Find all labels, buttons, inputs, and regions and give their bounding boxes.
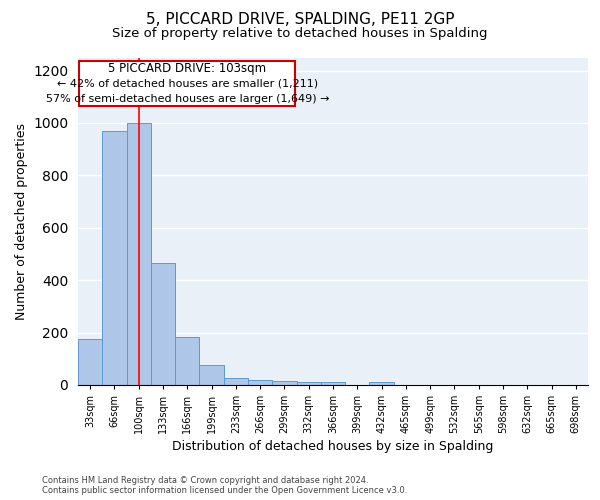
- Bar: [224, 378, 248, 385]
- Text: ← 42% of detached houses are smaller (1,211): ← 42% of detached houses are smaller (1,…: [57, 78, 318, 88]
- Bar: [272, 381, 296, 385]
- Bar: [370, 382, 394, 385]
- Text: 5 PICCARD DRIVE: 103sqm: 5 PICCARD DRIVE: 103sqm: [108, 62, 266, 76]
- Text: Size of property relative to detached houses in Spalding: Size of property relative to detached ho…: [112, 28, 488, 40]
- Text: 57% of semi-detached houses are larger (1,649) →: 57% of semi-detached houses are larger (…: [46, 94, 329, 104]
- X-axis label: Distribution of detached houses by size in Spalding: Distribution of detached houses by size …: [172, 440, 494, 454]
- Bar: [127, 123, 151, 385]
- Text: 5, PICCARD DRIVE, SPALDING, PE11 2GP: 5, PICCARD DRIVE, SPALDING, PE11 2GP: [146, 12, 454, 28]
- Bar: [199, 366, 224, 385]
- Bar: [175, 336, 199, 385]
- Bar: [296, 382, 321, 385]
- FancyBboxPatch shape: [79, 62, 295, 106]
- Bar: [151, 263, 175, 385]
- Bar: [78, 339, 102, 385]
- Text: Contains HM Land Registry data © Crown copyright and database right 2024.
Contai: Contains HM Land Registry data © Crown c…: [42, 476, 407, 495]
- Y-axis label: Number of detached properties: Number of detached properties: [14, 122, 28, 320]
- Bar: [102, 131, 127, 385]
- Bar: [321, 382, 345, 385]
- Bar: [248, 380, 272, 385]
